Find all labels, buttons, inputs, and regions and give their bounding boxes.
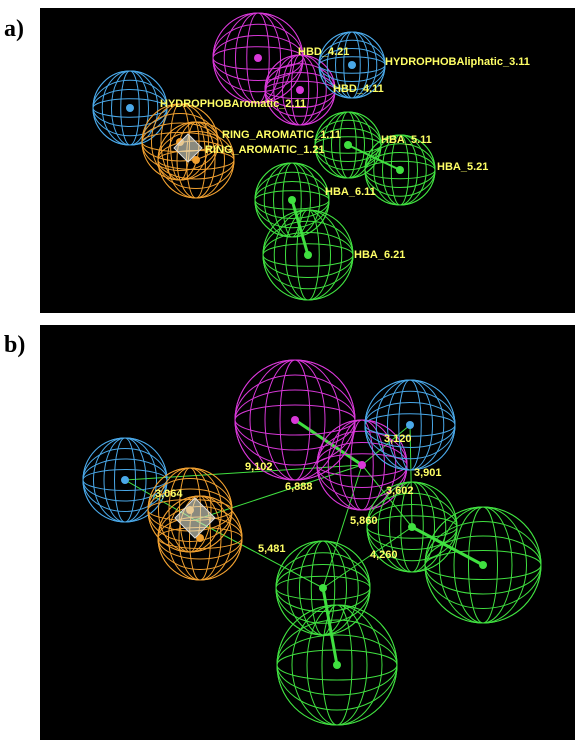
center [254,54,262,62]
feature-label: RING_AROMATIC_1.11 [222,129,341,141]
distance-label: 5,860 [350,515,378,527]
distance-label: 3,120 [384,433,412,445]
distance-label: 5,481 [258,543,286,555]
figure: a) b) HBD_4.21 HYDROPHOBAliphatic_3.11 HBD… [0,0,582,745]
center [291,416,299,424]
feature-label: HBA_6.11 [325,186,376,198]
panel-label: b) [4,332,25,358]
center [121,476,129,484]
center [296,86,304,94]
center [126,104,134,112]
distance-label: 3,064 [155,488,183,500]
distance-label: 3,602 [386,485,414,497]
center [344,141,352,149]
feature-label: HBA_5.21 [437,161,488,173]
center [319,584,327,592]
center [304,251,312,259]
center [396,166,404,174]
feature-label: HBD_4.21 [298,46,349,58]
feature-label: HYDROPHOBAliphatic_3.11 [385,56,530,68]
center [333,661,341,669]
feature-label: RING_AROMATIC_1.21 [205,144,325,156]
panel-label: a) [4,16,24,42]
distance-label: 9,102 [245,461,273,473]
feature-label: HYDROPHOBAromatic_2.11 [160,98,306,110]
center [358,461,366,469]
center [479,561,487,569]
center [348,61,356,69]
center [406,421,414,429]
feature-label: HBA_6.21 [354,249,405,261]
distance-label: 4,260 [370,549,398,561]
distance-label: 6,888 [285,481,313,493]
center [288,196,296,204]
feature-label: HBD_4.11 [333,83,384,95]
center [408,523,416,531]
feature-label: HBA_5.11 [381,134,432,146]
distance-label: 3,901 [414,467,442,479]
